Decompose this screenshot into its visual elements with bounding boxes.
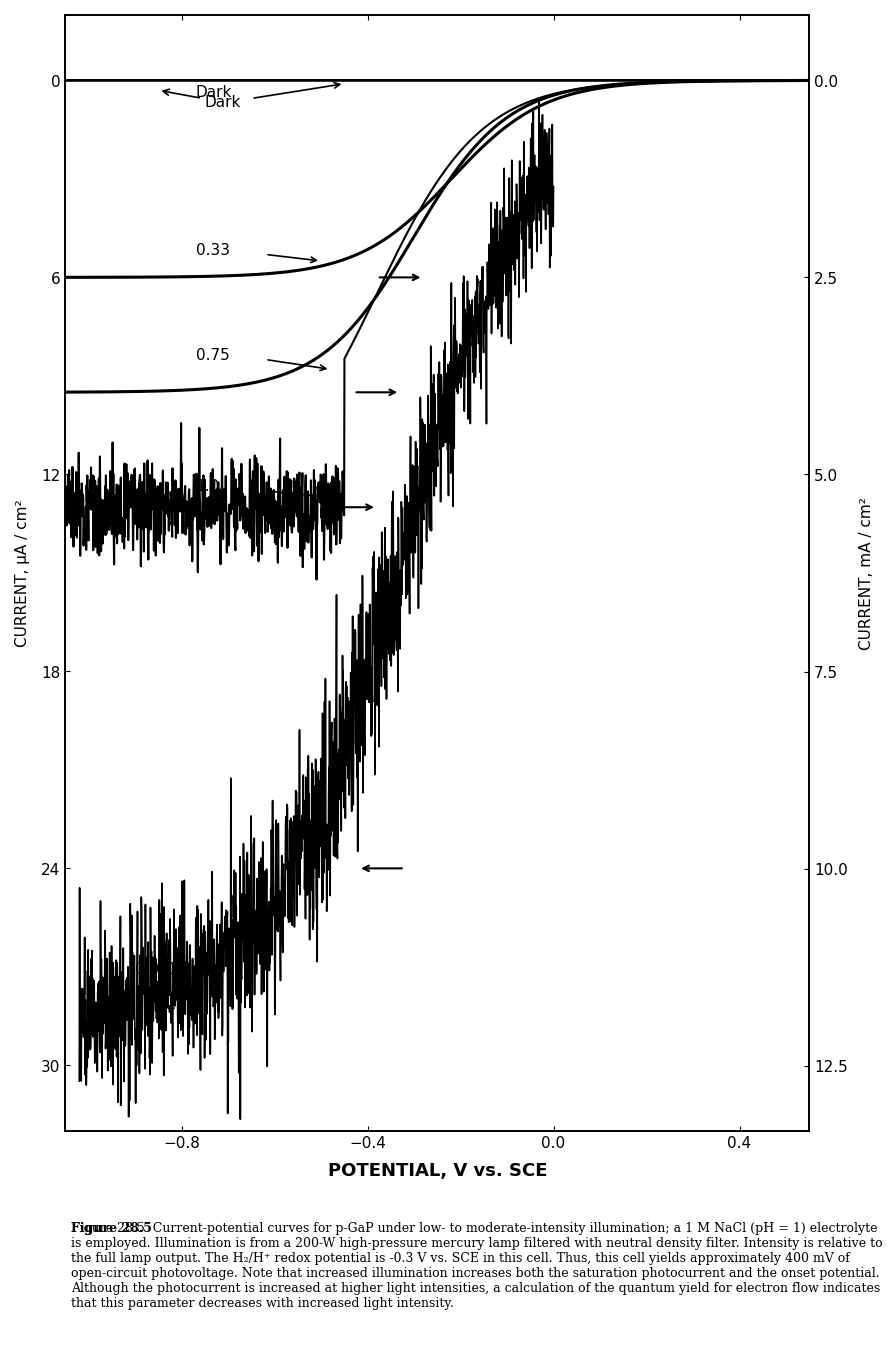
Text: Figure 28.5: Figure 28.5 (71, 1222, 152, 1236)
Text: 0.33: 0.33 (195, 243, 229, 258)
Text: Dark: Dark (195, 86, 232, 100)
Text: Figure 28.5  Current-potential curves for p-GaP under low- to moderate-intensity: Figure 28.5 Current-potential curves for… (71, 1222, 882, 1310)
Text: 0.001: 0.001 (135, 961, 178, 976)
Y-axis label: CURRENT, μA / cm²: CURRENT, μA / cm² (15, 500, 30, 646)
Text: Dark: Dark (163, 90, 241, 110)
Text: 0.75: 0.75 (195, 348, 229, 363)
X-axis label: POTENTIAL, V vs. SCE: POTENTIAL, V vs. SCE (327, 1162, 546, 1180)
Y-axis label: CURRENT, mA / cm²: CURRENT, mA / cm² (858, 497, 873, 649)
Text: 1.0: 1.0 (195, 479, 219, 494)
